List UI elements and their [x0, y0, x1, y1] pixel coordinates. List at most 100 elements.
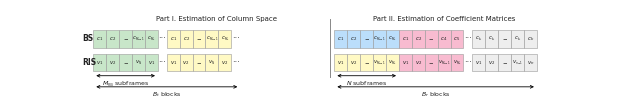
- FancyBboxPatch shape: [106, 54, 119, 71]
- Text: ···: ···: [464, 34, 472, 44]
- FancyBboxPatch shape: [348, 30, 360, 48]
- FancyBboxPatch shape: [218, 30, 231, 48]
- Text: $-$: $-$: [364, 60, 370, 65]
- Text: $v_{_{M_p\!-\!1}}$: $v_{_{M_p\!-\!1}}$: [373, 59, 386, 67]
- Text: $v_1$: $v_1$: [170, 59, 177, 67]
- Text: $v_2$: $v_2$: [221, 59, 228, 67]
- FancyBboxPatch shape: [180, 30, 193, 48]
- FancyBboxPatch shape: [451, 30, 463, 48]
- Text: $c_1$: $c_1$: [402, 35, 409, 43]
- Text: $c_1$: $c_1$: [337, 35, 344, 43]
- FancyBboxPatch shape: [145, 30, 158, 48]
- Text: $v_n$: $v_n$: [527, 59, 534, 67]
- FancyBboxPatch shape: [205, 30, 218, 48]
- FancyBboxPatch shape: [335, 30, 348, 48]
- Text: $v_{_N}$: $v_{_N}$: [135, 59, 142, 67]
- Text: $c_{_{M_p}}$: $c_{_{M_p}}$: [147, 35, 156, 43]
- Text: $B_t$ blocks: $B_t$ blocks: [152, 90, 182, 99]
- FancyBboxPatch shape: [119, 30, 132, 48]
- Text: $c_2$: $c_2$: [182, 35, 189, 43]
- Text: ···: ···: [464, 58, 472, 67]
- Text: $v_2$: $v_2$: [350, 59, 358, 67]
- FancyBboxPatch shape: [106, 30, 119, 48]
- FancyBboxPatch shape: [399, 30, 412, 48]
- FancyBboxPatch shape: [132, 54, 145, 71]
- FancyBboxPatch shape: [373, 30, 386, 48]
- FancyBboxPatch shape: [451, 54, 463, 71]
- Text: $v_2$: $v_2$: [109, 59, 116, 67]
- FancyBboxPatch shape: [412, 54, 425, 71]
- FancyBboxPatch shape: [425, 30, 438, 48]
- Text: $-$: $-$: [428, 36, 434, 42]
- Text: $v_1$: $v_1$: [96, 59, 104, 67]
- Text: $v_1$: $v_1$: [337, 59, 344, 67]
- FancyBboxPatch shape: [485, 30, 498, 48]
- Text: $v_{_{M_p\!-\!1}}$: $v_{_{M_p\!-\!1}}$: [438, 59, 451, 67]
- FancyBboxPatch shape: [335, 54, 348, 71]
- FancyBboxPatch shape: [145, 54, 158, 71]
- Text: $v_2$: $v_2$: [488, 59, 495, 67]
- Text: $-$: $-$: [364, 36, 370, 42]
- Text: $c_{_{M_p\!-\!1}}$: $c_{_{M_p\!-\!1}}$: [373, 35, 386, 43]
- Text: $v_2$: $v_2$: [415, 59, 422, 67]
- FancyBboxPatch shape: [472, 30, 485, 48]
- Text: $c_1$: $c_1$: [96, 35, 104, 43]
- Text: $-$: $-$: [428, 60, 434, 65]
- FancyBboxPatch shape: [386, 30, 399, 48]
- FancyBboxPatch shape: [412, 30, 425, 48]
- Text: $-$: $-$: [123, 60, 129, 65]
- FancyBboxPatch shape: [348, 54, 360, 71]
- Text: BS: BS: [83, 34, 93, 44]
- Text: $v_{_{M_p}}$: $v_{_{M_p}}$: [388, 59, 397, 67]
- FancyBboxPatch shape: [360, 30, 373, 48]
- Text: $v_{_N}$: $v_{_N}$: [208, 59, 216, 67]
- FancyBboxPatch shape: [132, 30, 145, 48]
- FancyBboxPatch shape: [218, 54, 231, 71]
- Text: $c_{_{k_n}}$: $c_{_{k_n}}$: [514, 35, 522, 43]
- Text: $-$: $-$: [196, 60, 202, 65]
- Text: $c_k$: $c_k$: [527, 35, 534, 43]
- FancyBboxPatch shape: [511, 54, 524, 71]
- Text: $-$: $-$: [502, 60, 508, 65]
- Text: $-$: $-$: [123, 36, 129, 42]
- Text: $M_{_{RIS}}$ subframes: $M_{_{RIS}}$ subframes: [102, 79, 149, 89]
- Text: $c_5$: $c_5$: [453, 35, 461, 43]
- FancyBboxPatch shape: [399, 54, 412, 71]
- Text: $c_{_{M_p\!-\!1}}$: $c_{_{M_p\!-\!1}}$: [132, 35, 145, 43]
- FancyBboxPatch shape: [119, 54, 132, 71]
- FancyBboxPatch shape: [485, 54, 498, 71]
- Text: ···: ···: [158, 34, 166, 44]
- Text: Part I. Estimation of Column Space: Part I. Estimation of Column Space: [156, 16, 277, 22]
- FancyBboxPatch shape: [167, 30, 180, 48]
- Text: Part II. Estimation of Coefficient Matrices: Part II. Estimation of Coefficient Matri…: [373, 16, 516, 22]
- Text: $c_{_{M_p}}$: $c_{_{M_p}}$: [388, 35, 397, 43]
- Text: $c_2$: $c_2$: [415, 35, 422, 43]
- FancyBboxPatch shape: [438, 30, 451, 48]
- Text: $v_2$: $v_2$: [182, 59, 190, 67]
- FancyBboxPatch shape: [498, 54, 511, 71]
- FancyBboxPatch shape: [472, 54, 485, 71]
- FancyBboxPatch shape: [93, 54, 106, 71]
- FancyBboxPatch shape: [193, 54, 205, 71]
- Text: $v_{_{M_p}}$: $v_{_{M_p}}$: [452, 59, 461, 67]
- FancyBboxPatch shape: [93, 30, 106, 48]
- FancyBboxPatch shape: [511, 30, 524, 48]
- Text: $-$: $-$: [502, 36, 508, 42]
- Text: $c_4$: $c_4$: [440, 35, 448, 43]
- FancyBboxPatch shape: [386, 54, 399, 71]
- Text: ···: ···: [158, 58, 166, 67]
- FancyBboxPatch shape: [438, 54, 451, 71]
- Text: $c_{_{k_0}}$: $c_{_{k_0}}$: [475, 35, 483, 43]
- Text: $c_2$: $c_2$: [109, 35, 116, 43]
- Text: $v_1$: $v_1$: [475, 59, 483, 67]
- Text: $N$ subframes: $N$ subframes: [346, 79, 387, 87]
- FancyBboxPatch shape: [360, 54, 373, 71]
- FancyBboxPatch shape: [167, 54, 180, 71]
- Text: $v_1$: $v_1$: [148, 59, 155, 67]
- Text: $v_1$: $v_1$: [402, 59, 409, 67]
- Text: $-$: $-$: [196, 36, 202, 42]
- Text: $c_1$: $c_1$: [170, 35, 177, 43]
- Text: RIS: RIS: [83, 58, 97, 67]
- FancyBboxPatch shape: [425, 54, 438, 71]
- Text: ···: ···: [232, 58, 240, 67]
